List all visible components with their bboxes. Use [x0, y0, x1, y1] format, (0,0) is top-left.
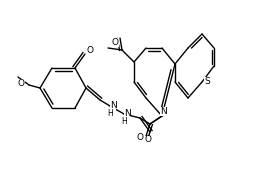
Text: O: O [112, 38, 118, 46]
Text: N: N [160, 107, 166, 115]
Text: S: S [204, 77, 210, 85]
Text: H: H [121, 117, 127, 125]
Text: H: H [107, 108, 113, 117]
Text: N: N [110, 100, 116, 110]
Text: O: O [86, 46, 94, 55]
Text: O: O [137, 134, 144, 142]
Text: O: O [17, 78, 25, 88]
Text: O: O [145, 135, 152, 144]
Text: N: N [124, 108, 130, 117]
